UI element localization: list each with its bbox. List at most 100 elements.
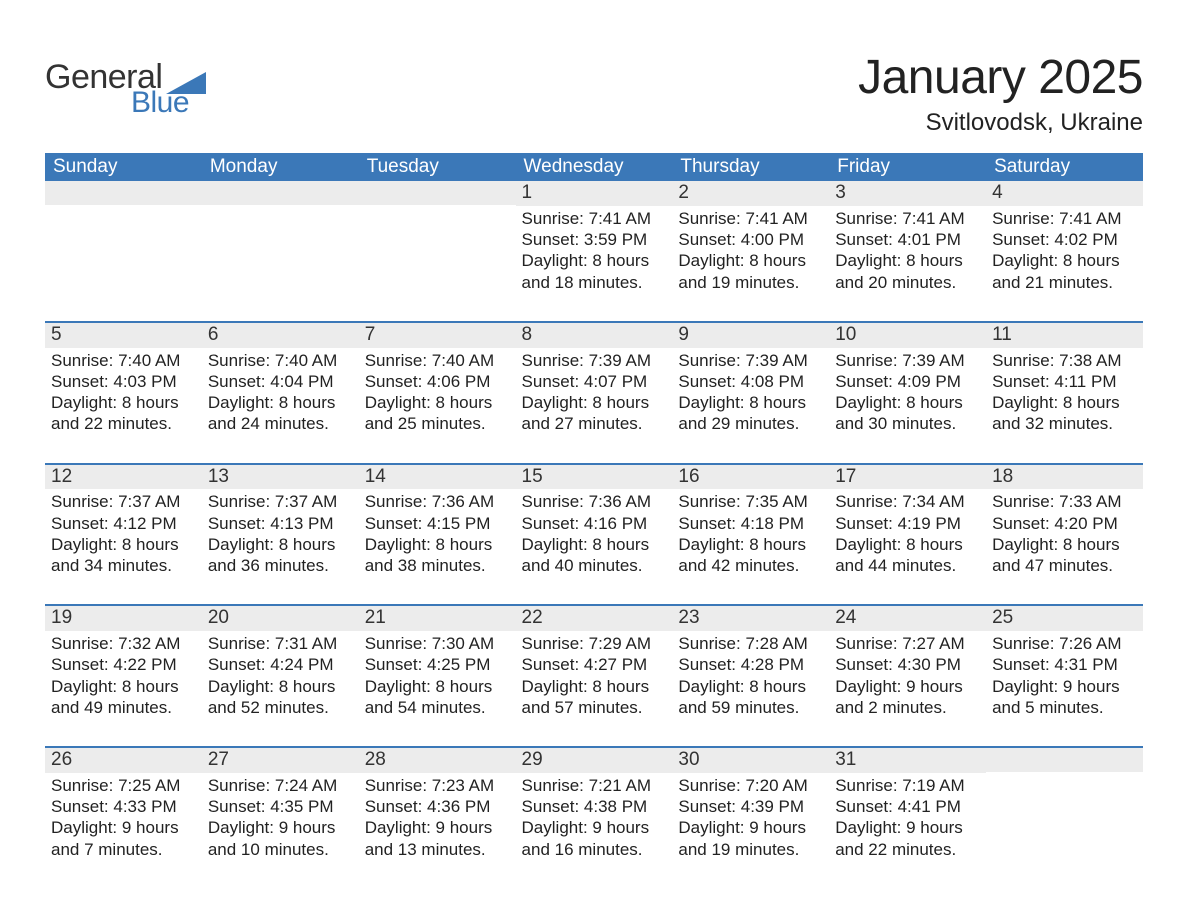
sunrise-line: Sunrise: 7:25 AM [51,775,196,796]
sunset-line: Sunset: 4:24 PM [208,654,353,675]
sunrise-line: Sunrise: 7:30 AM [365,633,510,654]
day-cell: Sunrise: 7:37 AMSunset: 4:13 PMDaylight:… [202,489,359,604]
sunset-line: Sunset: 4:31 PM [992,654,1137,675]
day-cell: Sunrise: 7:33 AMSunset: 4:20 PMDaylight:… [986,489,1143,604]
col-saturday: Saturday [986,153,1143,181]
logo-word-blue: Blue [131,88,206,118]
day-number-cell: 17 [829,465,986,490]
week-daynum-row: 19202122232425 [45,606,1143,631]
day-cell-empty [359,206,516,321]
day-cell-empty [45,206,202,321]
day-cell: Sunrise: 7:20 AMSunset: 4:39 PMDaylight:… [672,773,829,888]
day-number-empty [202,181,359,206]
col-sunday: Sunday [45,153,202,181]
day-number-cell: 19 [45,606,202,631]
day-number-cell: 27 [202,748,359,773]
week-body-row: Sunrise: 7:40 AMSunset: 4:03 PMDaylight:… [45,348,1143,463]
day-number-cell: 9 [672,323,829,348]
day-number-empty [359,181,516,206]
sunset-line: Sunset: 4:03 PM [51,371,196,392]
day-cell: Sunrise: 7:30 AMSunset: 4:25 PMDaylight:… [359,631,516,746]
sunrise-line: Sunrise: 7:40 AM [208,350,353,371]
day-cell: Sunrise: 7:40 AMSunset: 4:04 PMDaylight:… [202,348,359,463]
sunrise-line: Sunrise: 7:39 AM [835,350,980,371]
day-number-cell: 6 [202,323,359,348]
daylight-line: Daylight: 9 hours and 10 minutes. [208,817,353,860]
col-thursday: Thursday [672,153,829,181]
sunset-line: Sunset: 4:41 PM [835,796,980,817]
day-number-cell: 2 [672,181,829,206]
sunrise-line: Sunrise: 7:40 AM [365,350,510,371]
daylight-line: Daylight: 8 hours and 59 minutes. [678,676,823,719]
sunset-line: Sunset: 4:09 PM [835,371,980,392]
daylight-line: Daylight: 8 hours and 19 minutes. [678,250,823,293]
sunset-line: Sunset: 4:16 PM [522,513,667,534]
day-number-cell: 22 [516,606,673,631]
day-number-cell: 7 [359,323,516,348]
day-number-cell: 20 [202,606,359,631]
sunset-line: Sunset: 4:30 PM [835,654,980,675]
day-cell: Sunrise: 7:39 AMSunset: 4:08 PMDaylight:… [672,348,829,463]
day-number-cell: 5 [45,323,202,348]
day-cell: Sunrise: 7:34 AMSunset: 4:19 PMDaylight:… [829,489,986,604]
week-body-row: Sunrise: 7:37 AMSunset: 4:12 PMDaylight:… [45,489,1143,604]
sunrise-line: Sunrise: 7:35 AM [678,491,823,512]
daylight-line: Daylight: 9 hours and 13 minutes. [365,817,510,860]
day-cell: Sunrise: 7:28 AMSunset: 4:28 PMDaylight:… [672,631,829,746]
col-wednesday: Wednesday [516,153,673,181]
day-cell: Sunrise: 7:24 AMSunset: 4:35 PMDaylight:… [202,773,359,888]
daylight-line: Daylight: 8 hours and 30 minutes. [835,392,980,435]
day-number-cell: 21 [359,606,516,631]
day-cell: Sunrise: 7:29 AMSunset: 4:27 PMDaylight:… [516,631,673,746]
sunrise-line: Sunrise: 7:37 AM [208,491,353,512]
sunset-line: Sunset: 4:02 PM [992,229,1137,250]
sunrise-line: Sunrise: 7:41 AM [522,208,667,229]
sunset-line: Sunset: 4:20 PM [992,513,1137,534]
page-location: Svitlovodsk, Ukraine [858,109,1143,137]
day-cell: Sunrise: 7:37 AMSunset: 4:12 PMDaylight:… [45,489,202,604]
sunrise-line: Sunrise: 7:36 AM [522,491,667,512]
daylight-line: Daylight: 8 hours and 21 minutes. [992,250,1137,293]
daylight-line: Daylight: 8 hours and 36 minutes. [208,534,353,577]
sunrise-line: Sunrise: 7:27 AM [835,633,980,654]
day-cell: Sunrise: 7:25 AMSunset: 4:33 PMDaylight:… [45,773,202,888]
week-body-row: Sunrise: 7:41 AMSunset: 3:59 PMDaylight:… [45,206,1143,321]
sunset-line: Sunset: 3:59 PM [522,229,667,250]
day-number-empty [986,748,1143,773]
day-number-empty [45,181,202,206]
sunset-line: Sunset: 4:08 PM [678,371,823,392]
daylight-line: Daylight: 8 hours and 27 minutes. [522,392,667,435]
sunrise-line: Sunrise: 7:40 AM [51,350,196,371]
sunset-line: Sunset: 4:04 PM [208,371,353,392]
day-cell: Sunrise: 7:26 AMSunset: 4:31 PMDaylight:… [986,631,1143,746]
daylight-line: Daylight: 9 hours and 5 minutes. [992,676,1137,719]
sunrise-line: Sunrise: 7:24 AM [208,775,353,796]
day-cell-empty [202,206,359,321]
sunset-line: Sunset: 4:38 PM [522,796,667,817]
daylight-line: Daylight: 8 hours and 24 minutes. [208,392,353,435]
day-cell: Sunrise: 7:41 AMSunset: 4:00 PMDaylight:… [672,206,829,321]
day-number-cell: 31 [829,748,986,773]
sunrise-line: Sunrise: 7:29 AM [522,633,667,654]
day-cell: Sunrise: 7:27 AMSunset: 4:30 PMDaylight:… [829,631,986,746]
daylight-line: Daylight: 9 hours and 7 minutes. [51,817,196,860]
daylight-line: Daylight: 8 hours and 54 minutes. [365,676,510,719]
sunset-line: Sunset: 4:06 PM [365,371,510,392]
day-number-cell: 8 [516,323,673,348]
sunrise-line: Sunrise: 7:31 AM [208,633,353,654]
sunrise-line: Sunrise: 7:20 AM [678,775,823,796]
day-number-cell: 28 [359,748,516,773]
day-number-cell: 14 [359,465,516,490]
day-cell: Sunrise: 7:19 AMSunset: 4:41 PMDaylight:… [829,773,986,888]
daylight-line: Daylight: 8 hours and 29 minutes. [678,392,823,435]
day-cell: Sunrise: 7:40 AMSunset: 4:03 PMDaylight:… [45,348,202,463]
day-number-cell: 18 [986,465,1143,490]
week-daynum-row: 12131415161718 [45,465,1143,490]
daylight-line: Daylight: 8 hours and 18 minutes. [522,250,667,293]
day-cell: Sunrise: 7:41 AMSunset: 3:59 PMDaylight:… [516,206,673,321]
sunrise-line: Sunrise: 7:32 AM [51,633,196,654]
daylight-line: Daylight: 8 hours and 20 minutes. [835,250,980,293]
sunset-line: Sunset: 4:28 PM [678,654,823,675]
day-cell: Sunrise: 7:36 AMSunset: 4:16 PMDaylight:… [516,489,673,604]
topbar: General Blue January 2025 Svitlovodsk, U… [45,40,1143,145]
